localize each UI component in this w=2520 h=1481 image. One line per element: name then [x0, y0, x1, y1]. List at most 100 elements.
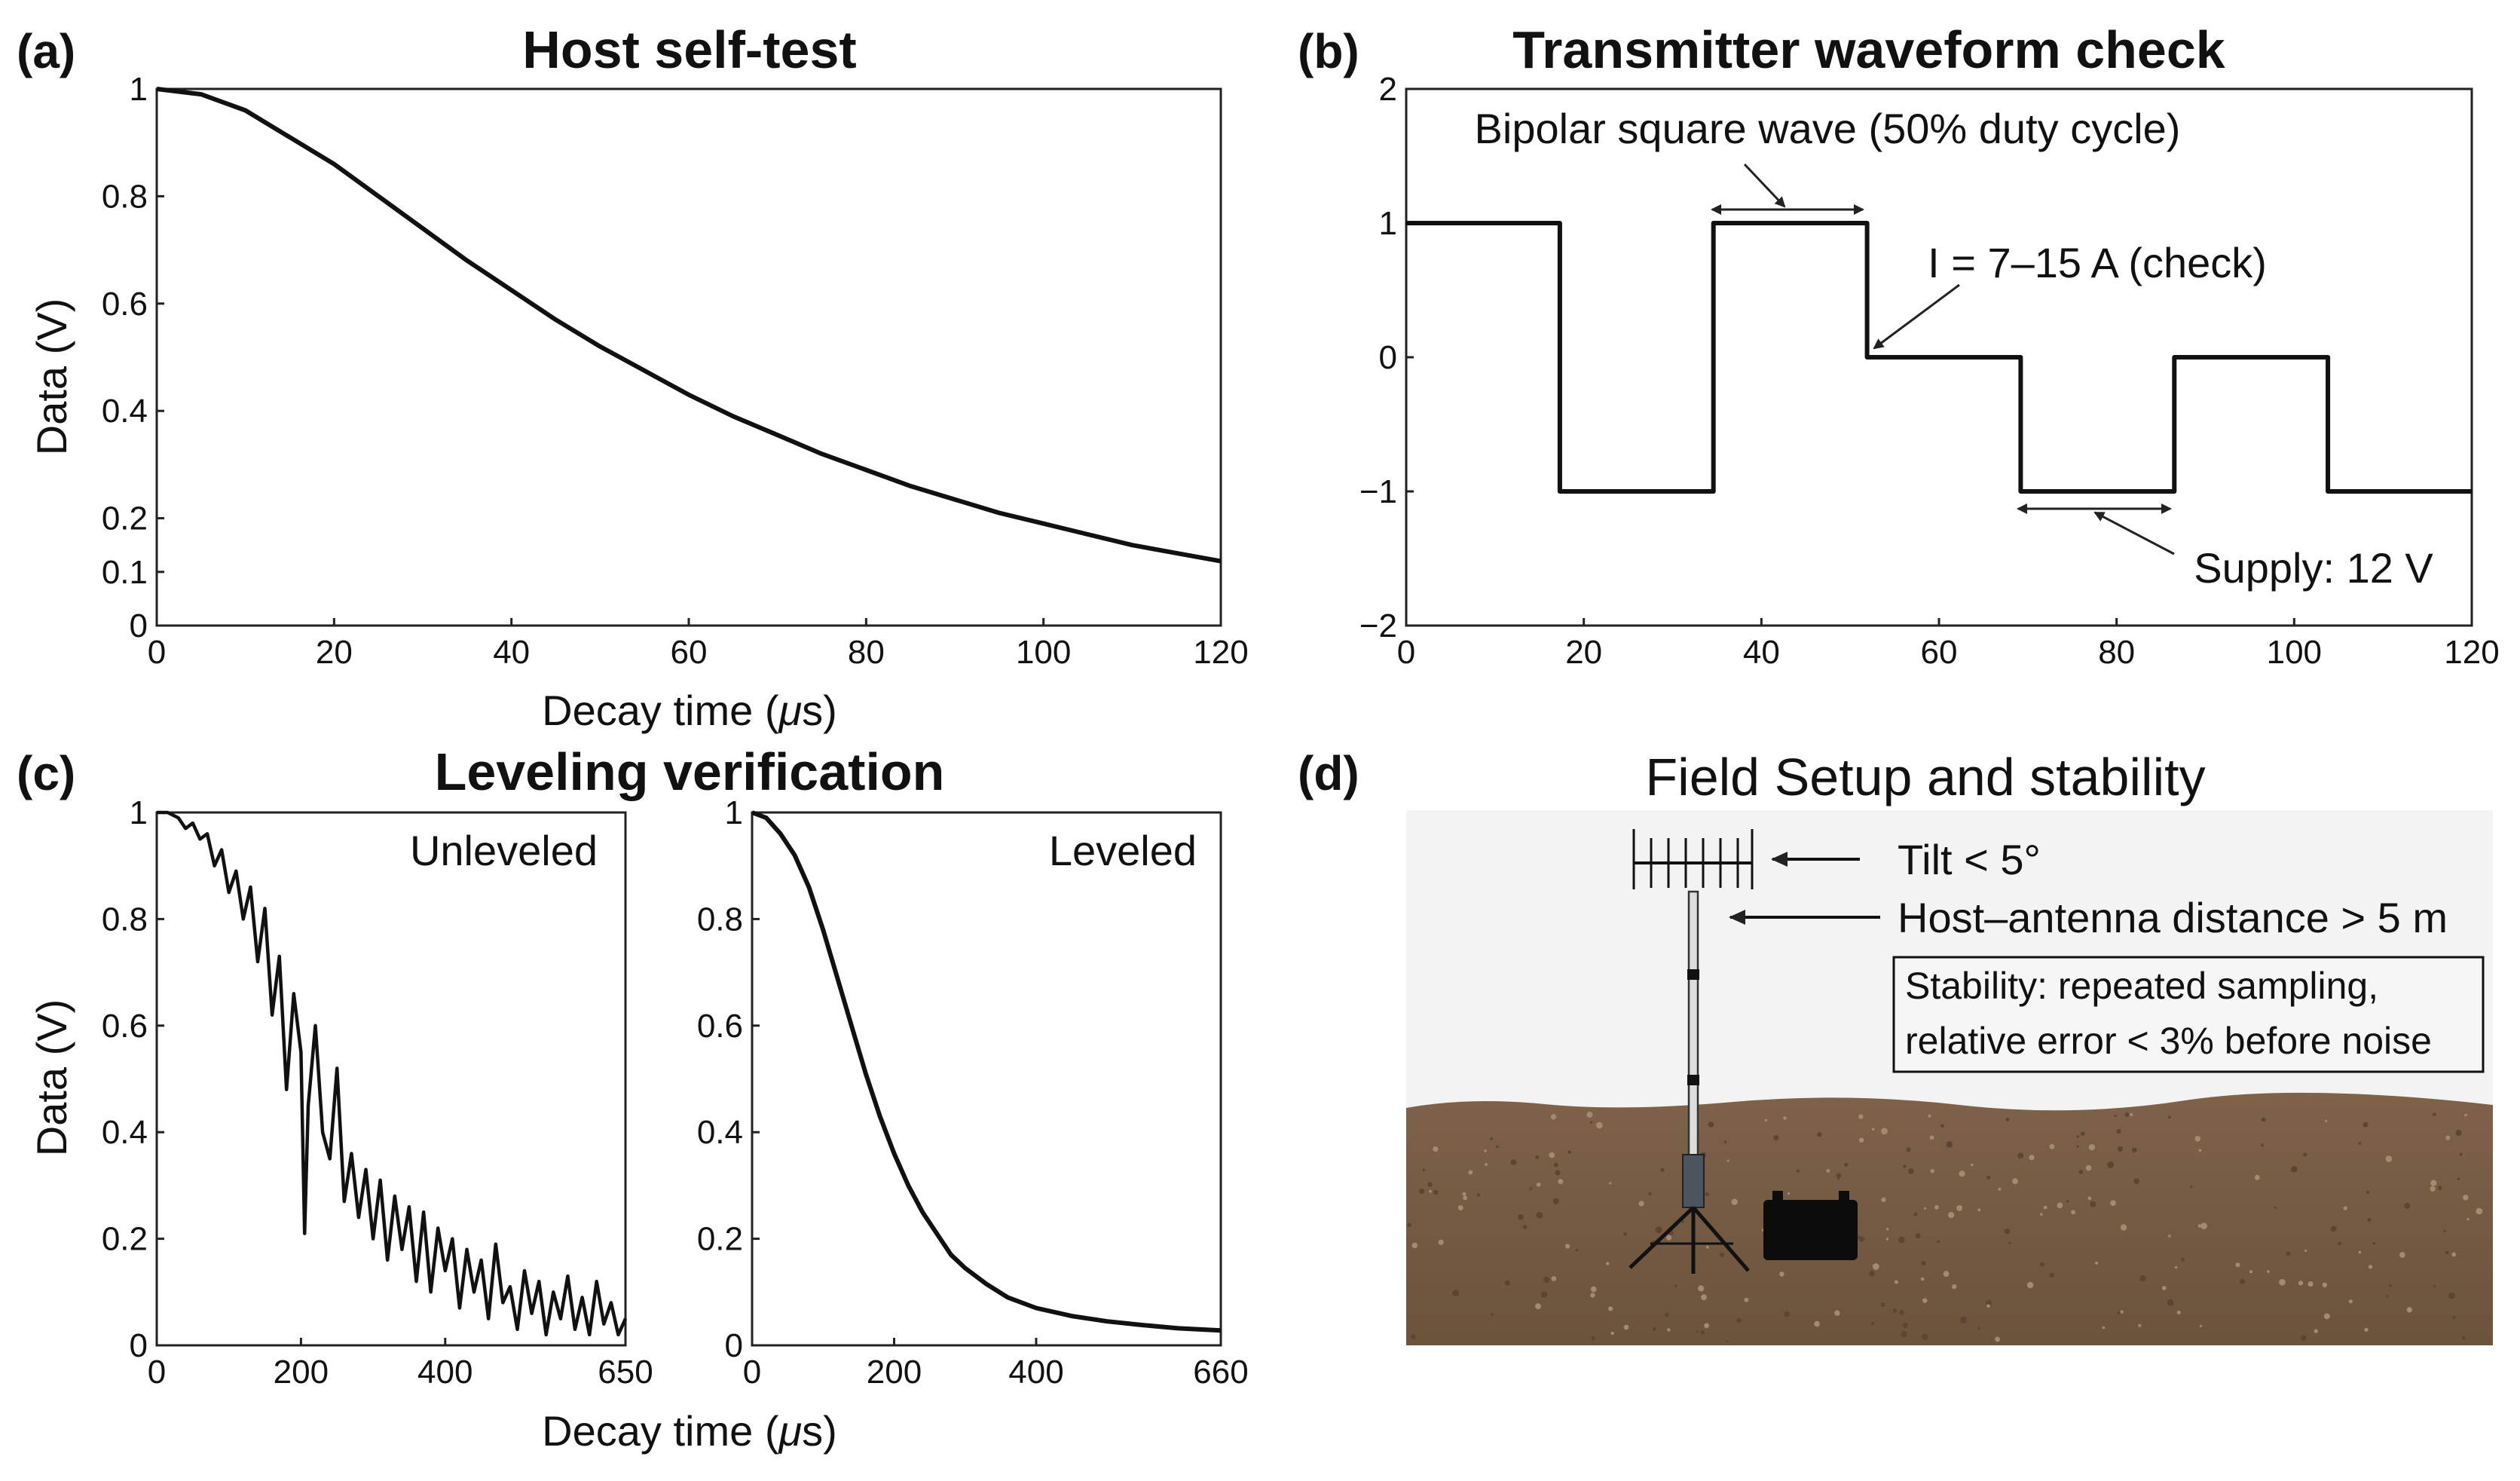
soil-pebble: [1591, 1336, 1595, 1341]
soil-pebble: [1438, 1239, 1444, 1245]
soil-pebble: [1411, 1334, 1416, 1339]
soil-pebble: [1817, 1132, 1822, 1137]
soil-pebble: [2235, 1262, 2240, 1268]
y-tick-label: 0.4: [102, 393, 148, 430]
y-tick-label: −2: [1359, 607, 1397, 644]
soil-pebble: [2372, 1241, 2376, 1245]
soil-pebble: [2461, 1336, 2466, 1340]
soil-pebble: [1550, 1114, 1557, 1120]
soil-pebble: [1948, 1212, 1955, 1219]
soil-pebble: [1419, 1189, 1425, 1195]
soil-pebble: [1796, 1169, 1800, 1173]
soil-pebble: [1674, 1284, 1677, 1287]
soil-pebble: [1898, 1236, 1905, 1244]
y-tick-label: 0.4: [697, 1114, 743, 1151]
soil-pebble: [1744, 1297, 1749, 1302]
soil-pebble: [2448, 1292, 2455, 1299]
soil-pebble: [2057, 1202, 2063, 1209]
y-tick-label: 0.8: [697, 901, 743, 938]
annotation-current: I = 7–15 A (check): [1928, 239, 2267, 286]
soil-pebble: [1814, 1320, 1820, 1327]
soil-pebble: [1906, 1147, 1911, 1152]
soil-pebble: [2367, 1217, 2372, 1222]
soil-pebble: [1922, 1298, 1928, 1303]
soil-pebble: [1892, 1308, 1898, 1313]
soil-pebble: [1549, 1152, 1555, 1158]
soil-pebble: [1433, 1146, 1439, 1152]
soil-pebble: [2399, 1252, 2405, 1258]
soil-pebble: [1986, 1299, 1992, 1306]
soil-pebble: [1705, 1192, 1709, 1196]
y-tick-label: 0.4: [102, 1114, 148, 1151]
soil-pebble: [2307, 1281, 2314, 1287]
arrow-pointer-icon: [1743, 163, 1786, 208]
tripod-icon: [1629, 1206, 1750, 1274]
soil-pebble: [1496, 1145, 1499, 1149]
x-tick-label: 0: [148, 634, 166, 671]
panel-a-ylabel: Data (V): [28, 298, 75, 456]
soil-pebble: [2026, 1281, 2034, 1289]
x-tick-label: 660: [1193, 1354, 1248, 1391]
soil-pebble: [1915, 1233, 1921, 1239]
soil-pebble: [1700, 1330, 1705, 1335]
soil-pebble: [1924, 1207, 1926, 1210]
soil-pebble: [1535, 1155, 1540, 1159]
soil-pebble: [1552, 1198, 1559, 1204]
soil-pebble: [2338, 1241, 2342, 1246]
soil-pebble: [1476, 1193, 1481, 1197]
x-tick-label: 60: [1921, 634, 1958, 671]
soil-pebble: [1590, 1286, 1597, 1293]
soil-pebble: [2133, 1178, 2140, 1185]
y-tick-label: −1: [1359, 473, 1397, 510]
soil-pebble: [1903, 1164, 1907, 1168]
soil-pebble: [2124, 1112, 2130, 1117]
field-scene: Tilt < 5° Host–antenna distance > 5 m St…: [1406, 810, 2493, 1345]
soil-pebble: [1638, 1201, 1644, 1207]
soil-pebble: [1535, 1303, 1541, 1310]
soil-pebble: [1555, 1170, 1561, 1176]
soil-pebble: [2049, 1143, 2055, 1149]
soil-pebble: [1731, 1198, 1738, 1205]
soil-pebble: [1484, 1149, 1487, 1152]
panel-b-title: Transmitter waveform check: [1512, 20, 2225, 79]
plot-frame: [155, 87, 1222, 627]
soil-pebble: [1995, 1336, 2001, 1342]
soil-pebble: [2433, 1112, 2436, 1116]
soil-pebble: [1736, 1317, 1742, 1323]
x-tick-label: 200: [274, 1354, 329, 1391]
soil-pebble: [2029, 1155, 2035, 1161]
soil-pebble: [1596, 1121, 1603, 1129]
panel-c-title: Leveling verification: [435, 742, 945, 801]
soil-pebble: [2386, 1295, 2389, 1298]
x-tick-label: 100: [2267, 634, 2322, 671]
soil-pebble: [2366, 1190, 2370, 1195]
y-tick-label: 0.2: [697, 1221, 743, 1258]
x-tick-label: 40: [493, 634, 530, 671]
soil-pebble: [2325, 1119, 2328, 1122]
soil-pebble: [1885, 1238, 1889, 1241]
soil-pebble: [2343, 1206, 2347, 1210]
soil-pebble: [1606, 1262, 1610, 1265]
soil-pebble: [1921, 1261, 1926, 1266]
soil-pebble: [1666, 1235, 1672, 1241]
soil-pebble: [1764, 1118, 1768, 1122]
arrow-current-icon: [1873, 283, 1960, 350]
soil-pebble: [1609, 1182, 1612, 1185]
soil-pebble: [1536, 1211, 1543, 1219]
soil-pebble: [1696, 1330, 1699, 1333]
annotation-tilt: Tilt < 5°: [1898, 836, 2041, 883]
x-tick-label: 400: [417, 1354, 472, 1391]
soil-pebble: [2433, 1284, 2436, 1288]
soil-pebble: [2116, 1129, 2121, 1134]
soil-pebble: [2385, 1155, 2393, 1162]
plot-frame: [155, 811, 627, 1347]
y-tick-label: 1: [130, 71, 148, 108]
y-tick-label: 0: [725, 1327, 743, 1364]
soil-pebble: [1881, 1128, 1888, 1135]
panel-b-label: (b): [1298, 24, 1359, 78]
soil: [1406, 1092, 2493, 1345]
annotation-distance: Host–antenna distance > 5 m: [1898, 894, 2448, 941]
soil-pebble: [1952, 1284, 1957, 1290]
soil-pebble: [2012, 1178, 2018, 1185]
soil-pebble: [2254, 1174, 2260, 1180]
